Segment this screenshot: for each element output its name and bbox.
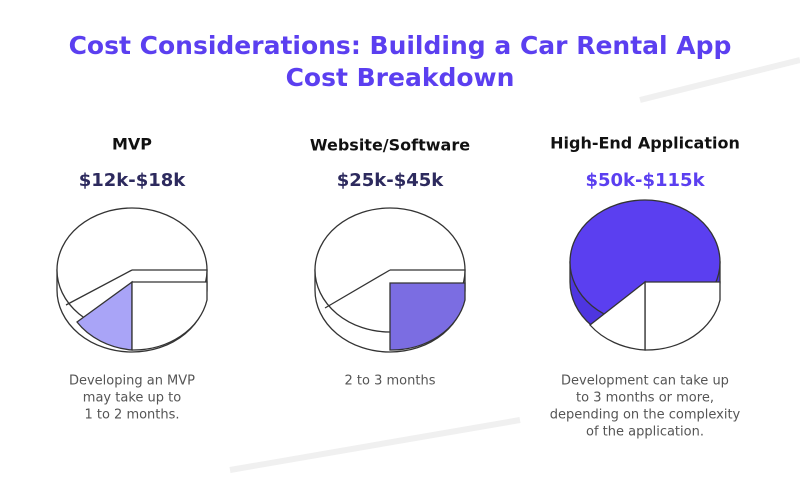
option-price: $50k-$115k	[585, 170, 705, 191]
option-name: MVP	[112, 135, 152, 154]
tire-tracks	[229, 57, 800, 473]
title-line: Cost Breakdown	[286, 63, 515, 92]
title-line: Cost Considerations: Building a Car Rent…	[69, 31, 732, 60]
option-description: 1 to 2 months.	[84, 408, 179, 423]
option-description: to 3 months or more,	[576, 391, 714, 406]
option-description: Developing an MVP	[69, 374, 195, 389]
option-name: Website/Software	[310, 136, 470, 155]
pie-illustration	[56, 207, 208, 353]
option-price: $25k-$45k	[337, 170, 445, 191]
option-description: may take up to	[83, 391, 181, 406]
option-description: 2 to 3 months	[345, 374, 436, 389]
track	[229, 417, 521, 473]
pie-illustration	[569, 199, 721, 351]
track	[639, 57, 800, 103]
option-description: Development can take up	[561, 374, 729, 389]
option-name: High-End Application	[550, 134, 740, 153]
option-description: of the application.	[586, 425, 704, 440]
option-description: depending on the complexity	[550, 408, 741, 423]
pie-illustration	[314, 207, 466, 353]
option-price: $12k-$18k	[79, 170, 187, 191]
